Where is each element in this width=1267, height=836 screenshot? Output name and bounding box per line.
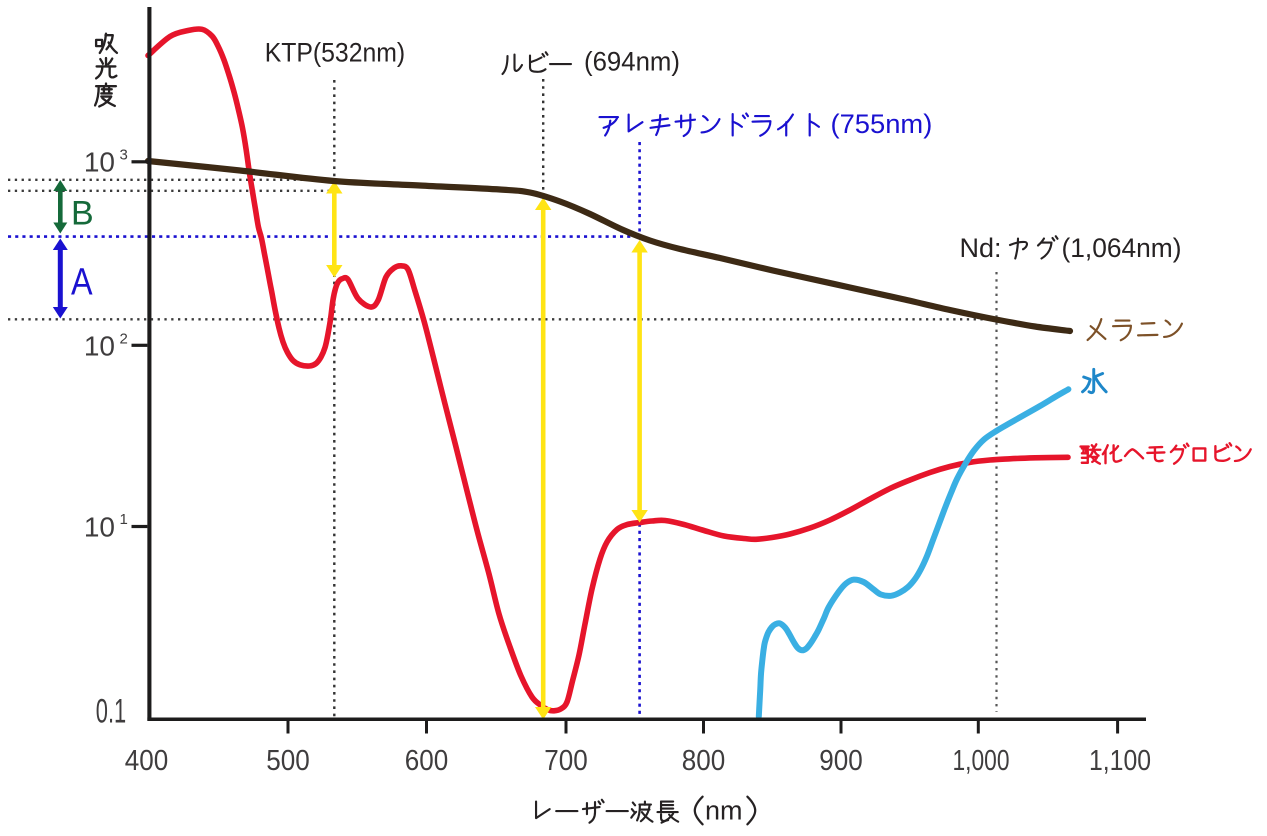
svg-text:KTP(532nm): KTP(532nm) bbox=[265, 38, 406, 68]
svg-text:(694nm): (694nm) bbox=[584, 47, 680, 77]
svg-text:10: 10 bbox=[84, 330, 115, 361]
svg-text:600: 600 bbox=[405, 745, 449, 777]
svg-text:10: 10 bbox=[84, 146, 115, 177]
svg-text:700: 700 bbox=[544, 745, 588, 777]
svg-text:1: 1 bbox=[120, 511, 128, 528]
svg-text:800: 800 bbox=[682, 745, 726, 777]
svg-text:Nd:: Nd: bbox=[960, 233, 1002, 263]
svg-text:2: 2 bbox=[120, 330, 128, 347]
svg-text:A: A bbox=[71, 262, 93, 304]
svg-text:nm: nm bbox=[705, 796, 743, 826]
svg-text:10: 10 bbox=[84, 511, 115, 542]
svg-text:0.1: 0.1 bbox=[96, 693, 126, 731]
svg-text:1,100: 1,100 bbox=[1089, 745, 1151, 777]
svg-text:3: 3 bbox=[120, 147, 128, 164]
svg-text:1,000: 1,000 bbox=[953, 745, 1010, 777]
svg-text:(755nm): (755nm) bbox=[831, 109, 933, 139]
svg-text:(1,064nm): (1,064nm) bbox=[1062, 233, 1182, 263]
svg-text:500: 500 bbox=[266, 745, 310, 777]
svg-text:B: B bbox=[71, 195, 94, 233]
svg-text:900: 900 bbox=[819, 745, 863, 777]
svg-text:400: 400 bbox=[125, 745, 169, 777]
